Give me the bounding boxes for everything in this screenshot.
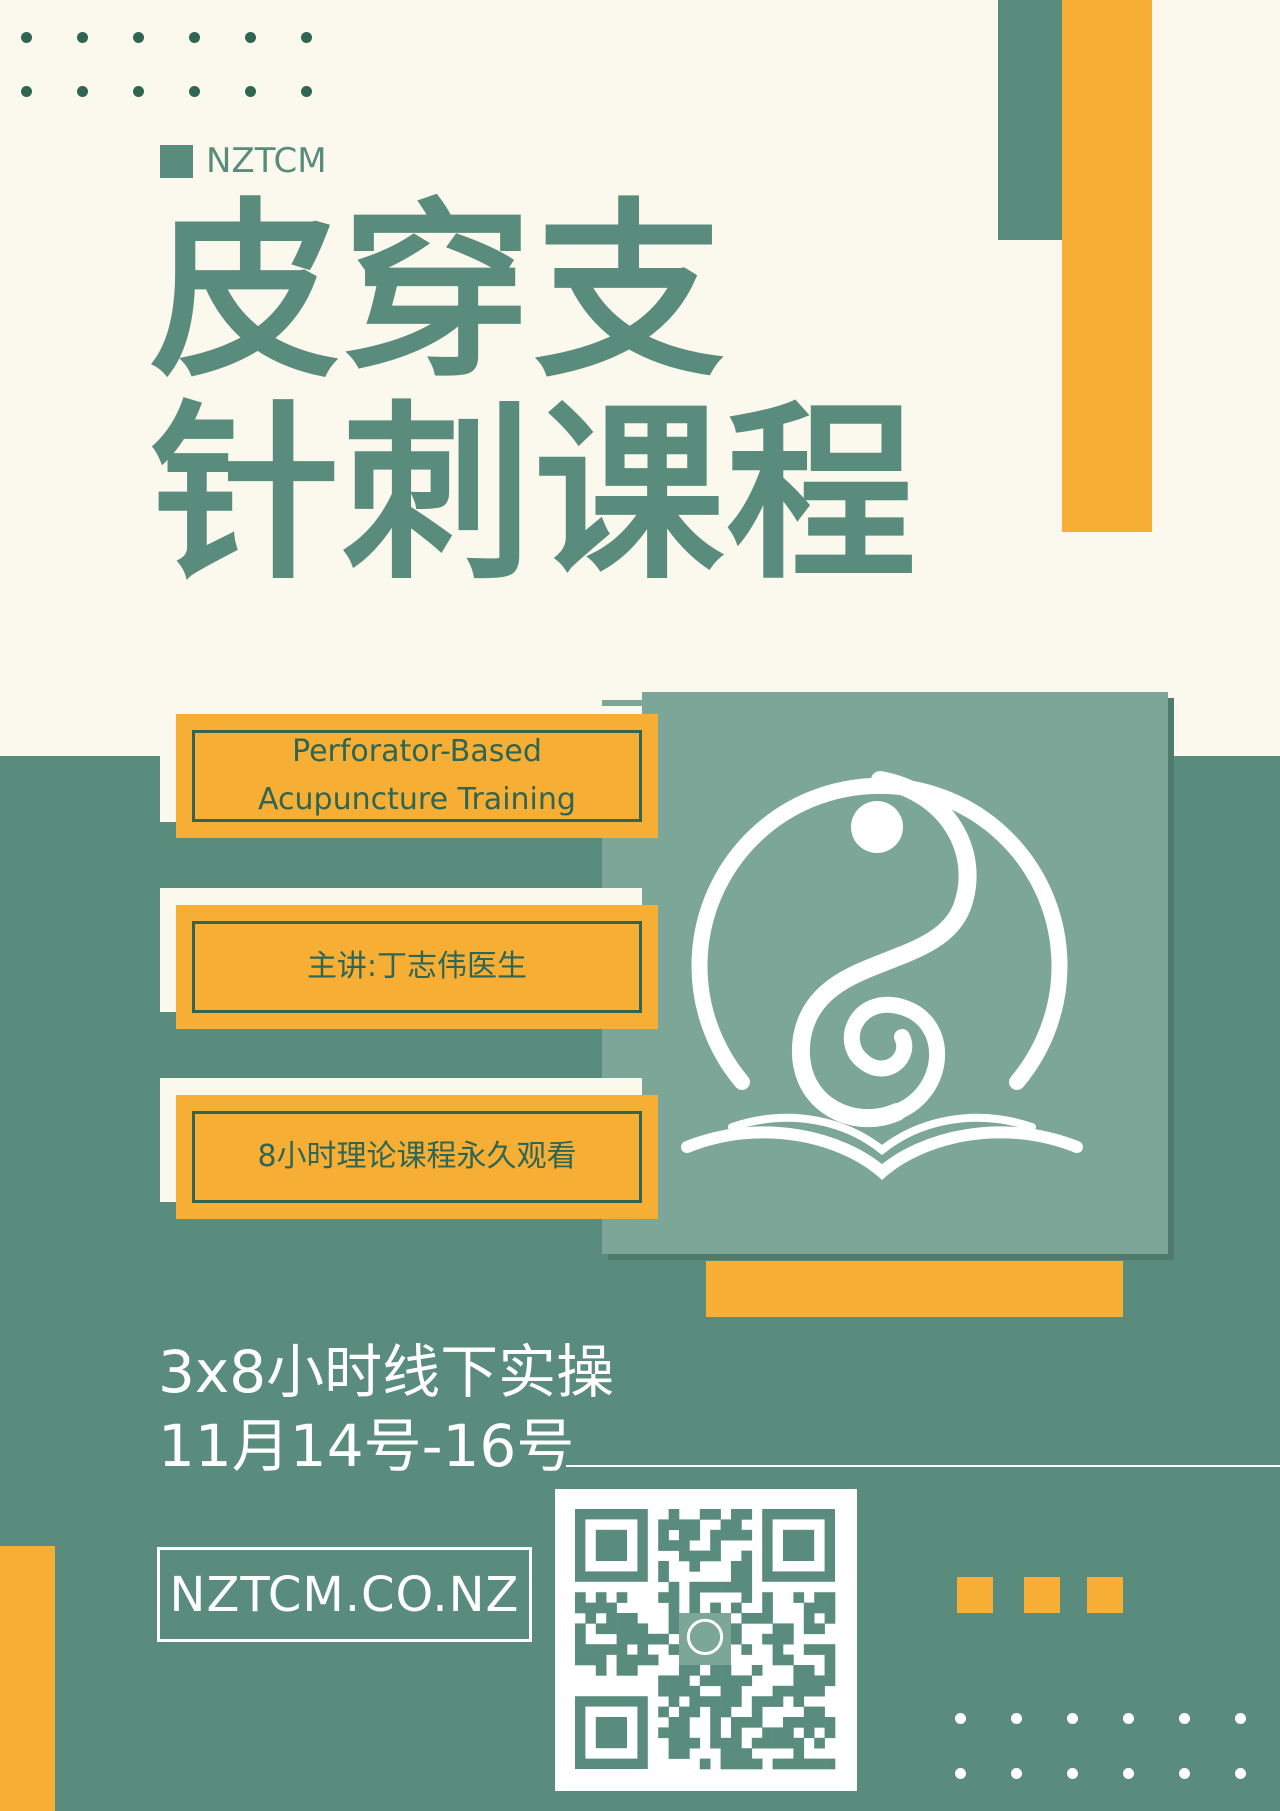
decorative-dot xyxy=(301,86,312,97)
decorative-dot xyxy=(1123,1713,1134,1724)
yin-yang-book-logo-icon xyxy=(681,771,1083,1180)
info-card-text: 主讲:丁志伟医生 xyxy=(306,949,528,984)
info-card-theory: 8小时理论课程永久观看 xyxy=(176,1095,658,1219)
qr-code-icon xyxy=(575,1509,836,1770)
decorative-orange-bar-under-logo xyxy=(706,1261,1123,1317)
decorative-dot xyxy=(77,32,88,43)
website-link[interactable]: NZTCM.CO.NZ xyxy=(157,1547,532,1642)
decorative-dot xyxy=(1179,1713,1190,1724)
decorative-dot xyxy=(77,86,88,97)
decorative-dot xyxy=(955,1768,966,1779)
decorative-dot xyxy=(189,32,200,43)
decorative-dot xyxy=(301,32,312,43)
decorative-dot xyxy=(1235,1768,1246,1779)
decorative-dot xyxy=(1011,1713,1022,1724)
decorative-square xyxy=(1024,1577,1060,1613)
decorative-orange-bar xyxy=(1062,0,1152,532)
info-card-english: Perforator-Based Acupuncture Training xyxy=(176,714,658,838)
info-card-text: Perforator-Based Acupuncture Training xyxy=(258,734,576,817)
qr-code[interactable] xyxy=(555,1489,857,1791)
decorative-square xyxy=(1087,1577,1123,1613)
decorative-dot xyxy=(1179,1768,1190,1779)
decorative-orange-bar-left xyxy=(0,1546,55,1811)
workshop-hours: 3x8小时线下实操 xyxy=(158,1338,615,1406)
title-line-2: 针刺课程 xyxy=(150,384,919,605)
decorative-dot xyxy=(1067,1713,1078,1724)
decorative-dot xyxy=(133,86,144,97)
decorative-dot xyxy=(21,32,32,43)
info-card-frame: 主讲:丁志伟医生 xyxy=(192,921,642,1013)
decorative-dot xyxy=(1011,1768,1022,1779)
info-card-frame: Perforator-Based Acupuncture Training xyxy=(192,730,642,822)
title-line-1: 皮穿支 xyxy=(150,182,727,403)
logo-panel-edge xyxy=(602,692,642,700)
info-card-text: 8小时理论课程永久观看 xyxy=(257,1139,577,1174)
brand-name: NZTCM xyxy=(206,141,327,181)
decorative-dot xyxy=(189,86,200,97)
decorative-dot xyxy=(1123,1768,1134,1779)
decorative-dot xyxy=(1235,1713,1246,1724)
decorative-dot xyxy=(245,32,256,43)
decorative-dot xyxy=(1067,1768,1078,1779)
decorative-dot xyxy=(133,32,144,43)
decorative-dot xyxy=(245,86,256,97)
divider-line xyxy=(566,1465,1280,1467)
info-card-lecturer: 主讲:丁志伟医生 xyxy=(176,905,658,1029)
logo-panel xyxy=(602,692,1168,1254)
decorative-square xyxy=(957,1577,993,1613)
decorative-green-bar xyxy=(998,0,1062,240)
decorative-dot xyxy=(21,86,32,97)
decorative-dot xyxy=(955,1713,966,1724)
brand-square-icon xyxy=(160,145,193,178)
workshop-dates: 11月14号-16号 xyxy=(158,1412,575,1480)
info-card-frame: 8小时理论课程永久观看 xyxy=(192,1111,642,1203)
